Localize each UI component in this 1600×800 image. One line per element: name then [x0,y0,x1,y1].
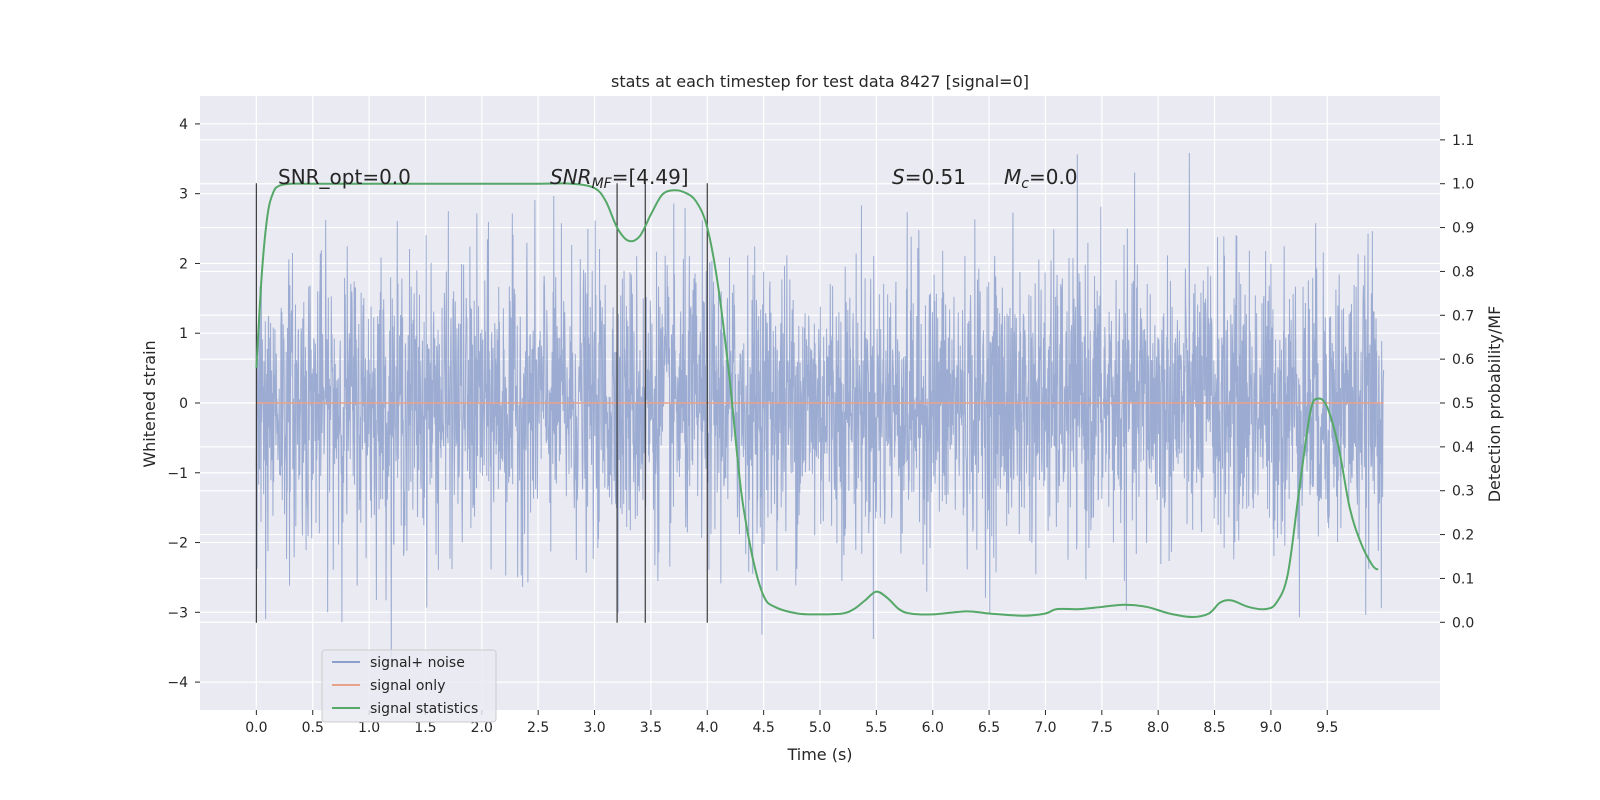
y-right-tick-label-2: 0.2 [1452,528,1474,544]
y-right-tick-label-9: 0.9 [1452,221,1474,237]
mc-label: M [1004,165,1021,189]
chart-title: stats at each timestep for test data 842… [611,72,1029,91]
vertical-markers [255,183,708,623]
axis-ticks: 0.0 0.5 1.0 1.5 2.0 2.5 3.0 3.5 4.0 4.5 5.0 5.5 6.0 6… [167,117,1474,736]
y-tick-label-2: −2 [167,536,188,552]
x-tick-label-19: 9.5 [1316,720,1338,736]
y-tick-label-5: 1 [179,326,188,342]
x-tick-label-8: 4.0 [696,720,718,736]
y-tick-label-3: −1 [167,466,188,482]
x-tick-label-6: 3.0 [583,720,605,736]
annotation-s: S=0.51 [892,165,966,189]
x-tick-label-17: 8.5 [1203,720,1225,736]
y-right-tick-label-3: 0.3 [1452,484,1474,500]
x-tick-label-1: 0.5 [302,720,324,736]
legend-frame [321,649,497,723]
x-tick-label-14: 7.0 [1034,720,1056,736]
legend-label-signal-noise: signal+ noise [370,655,465,671]
y-right-tick-label-6: 0.6 [1452,352,1474,368]
x-tick-label-2: 1.0 [358,720,380,736]
x-tick-label-7: 3.5 [640,720,662,736]
y-right-tick-label-0: 0.0 [1452,615,1474,631]
signal-noise-line [255,152,1385,666]
annotation-mc: Mc=0.0 [1004,165,1078,192]
y-tick-label-4: 0 [179,396,188,412]
y-tick-label-0: −4 [167,675,188,691]
legend: signal+ noise signal only signal statist… [321,649,497,723]
x-tick-label-0: 0.0 [245,720,267,736]
annotation-snr-mf: SNRMF=[4.49] [550,165,689,192]
signal-statistics-line [255,182,1379,619]
snr-mf-subscript: MF [592,176,613,192]
x-tick-label-5: 2.5 [527,720,549,736]
y-tick-label-8: 4 [179,117,188,133]
s-value: =0.51 [905,165,966,189]
annotation-snr-opt: SNR_opt=0.0 [278,165,411,189]
x-tick-label-15: 7.5 [1091,720,1113,736]
y-tick-label-1: −3 [167,605,188,621]
x-tick-label-9: 4.5 [753,720,775,736]
y-right-tick-label-8: 0.8 [1452,264,1474,280]
mc-value: =0.0 [1029,165,1078,189]
legend-label-signal-statistics: signal statistics [370,701,478,717]
x-tick-label-4: 2.0 [471,720,493,736]
x-tick-label-12: 6.0 [922,720,944,736]
y-right-tick-label-7: 0.7 [1452,308,1474,324]
y-tick-label-7: 3 [179,187,188,203]
y-right-tick-label-4: 0.4 [1452,440,1474,456]
y-axis-label-right: Detection probability/MF [1485,306,1504,503]
mc-subscript: c [1021,176,1029,192]
x-tick-label-10: 5.0 [809,720,831,736]
snr-mf-label: SNR [550,165,592,189]
y-right-tick-label-11: 1.1 [1452,133,1474,149]
y-tick-label-6: 2 [179,256,188,272]
s-label: S [892,165,905,189]
y-right-tick-label-5: 0.5 [1452,396,1474,412]
x-tick-label-16: 8.0 [1147,720,1169,736]
x-tick-label-13: 6.5 [978,720,1000,736]
y-right-tick-label-1: 0.1 [1452,571,1474,587]
series-signal-statistics [255,182,1379,619]
x-tick-label-11: 5.5 [865,720,887,736]
legend-label-signal-only: signal only [370,678,445,694]
snr-mf-value: =[4.49] [612,165,689,189]
x-tick-label-18: 9.0 [1260,720,1282,736]
x-tick-label-3: 1.5 [414,720,436,736]
y-right-tick-label-10: 1.0 [1452,177,1474,193]
series-signal-noise [255,152,1385,666]
y-axis-label: Whitened strain [140,340,159,467]
x-axis-label: Time (s) [786,745,852,764]
